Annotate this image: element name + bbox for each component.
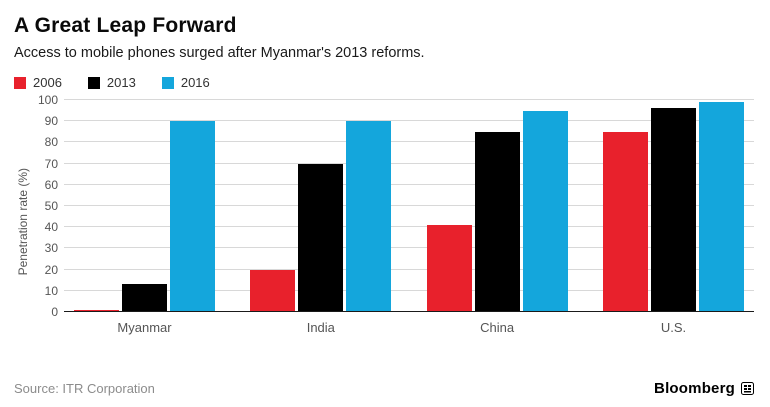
legend-item-2006: 2006 <box>14 75 62 90</box>
bars <box>602 100 744 312</box>
y-tick-label: 60 <box>44 177 58 192</box>
y-tick-label: 100 <box>37 93 58 107</box>
legend-swatch <box>87 76 100 89</box>
gridline <box>64 120 754 122</box>
y-tick-label: 50 <box>44 199 58 213</box>
y-tick-label: 90 <box>44 114 58 129</box>
bar-U.S.-2016 <box>698 102 744 312</box>
bar-group-U.S.: U.S. <box>602 100 744 335</box>
y-tick-label: 0 <box>51 305 58 319</box>
x-category-label: Myanmar <box>117 320 172 335</box>
bar-China-2013 <box>474 131 520 312</box>
bar-group-India: India <box>250 100 392 335</box>
legend-item-2013: 2013 <box>87 75 136 90</box>
legend-label: 2006 <box>33 75 62 90</box>
gridline <box>64 247 754 249</box>
y-tick-label: 40 <box>44 220 58 235</box>
brand: Bloomberg <box>654 380 754 397</box>
gridline <box>64 99 754 100</box>
gridline <box>64 183 754 185</box>
gridline <box>64 141 754 143</box>
bar-groups: Myanmar India China U.S. <box>64 100 754 335</box>
legend-item-2016: 2016 <box>161 75 210 90</box>
y-tick-label: 20 <box>44 262 58 277</box>
legend-swatch <box>161 76 174 89</box>
bar-Myanmar-2006 <box>74 309 119 312</box>
x-category-label: U.S. <box>660 320 687 335</box>
legend-label: 2013 <box>106 75 136 90</box>
bar-India-2016 <box>346 121 392 312</box>
chart-subtitle: Access to mobile phones surged after Mya… <box>14 45 425 61</box>
bar-U.S.-2013 <box>650 108 696 312</box>
gridline <box>64 162 754 164</box>
chart-footer: Source: ITR Corporation Bloomberg <box>14 380 754 397</box>
x-axis-baseline <box>64 311 754 312</box>
bar-China-2006 <box>426 225 472 312</box>
bar-U.S.-2006 <box>602 131 648 312</box>
y-tick-label: 30 <box>44 241 58 256</box>
bar-China-2016 <box>522 110 568 312</box>
y-tick-label: 70 <box>44 156 58 171</box>
legend-swatch <box>14 76 26 89</box>
bloomberg-terminal-icon <box>741 382 754 395</box>
chart-title: A Great Leap Forward <box>14 14 237 37</box>
gridline <box>64 268 754 270</box>
bar-Myanmar-2013 <box>122 284 167 312</box>
gridline <box>64 289 754 291</box>
y-axis-title: Penetration rate (%) <box>16 168 30 276</box>
legend-label: 2016 <box>180 75 210 90</box>
bars <box>250 100 392 312</box>
gridline <box>64 205 754 206</box>
bars <box>74 100 215 312</box>
x-category-label: China <box>480 320 515 335</box>
chart-legend: 2006 2013 2016 <box>14 75 754 90</box>
bar-India-2013 <box>298 163 344 312</box>
gridline <box>64 226 754 228</box>
bar-group-China: China <box>426 100 568 335</box>
bloomberg-wordmark: Bloomberg <box>654 380 735 397</box>
plot-wrap: Myanmar India China U.S. <box>64 99 754 370</box>
y-tick-label: 80 <box>44 135 58 150</box>
bar-Myanmar-2016 <box>170 121 215 312</box>
bar-India-2006 <box>250 269 296 312</box>
plot-area <box>64 99 754 312</box>
y-tick-label: 10 <box>44 283 58 298</box>
bars <box>426 100 568 312</box>
source-note: Source: ITR Corporation <box>14 381 155 396</box>
y-axis: 0 10 20 30 40 50 60 70 80 90 100 <box>32 93 64 319</box>
bar-group-Myanmar: Myanmar <box>74 100 215 335</box>
x-category-label: India <box>306 320 335 335</box>
chart-area: Penetration rate (%) 0 10 20 30 40 50 60 70 80 90… <box>14 93 754 370</box>
